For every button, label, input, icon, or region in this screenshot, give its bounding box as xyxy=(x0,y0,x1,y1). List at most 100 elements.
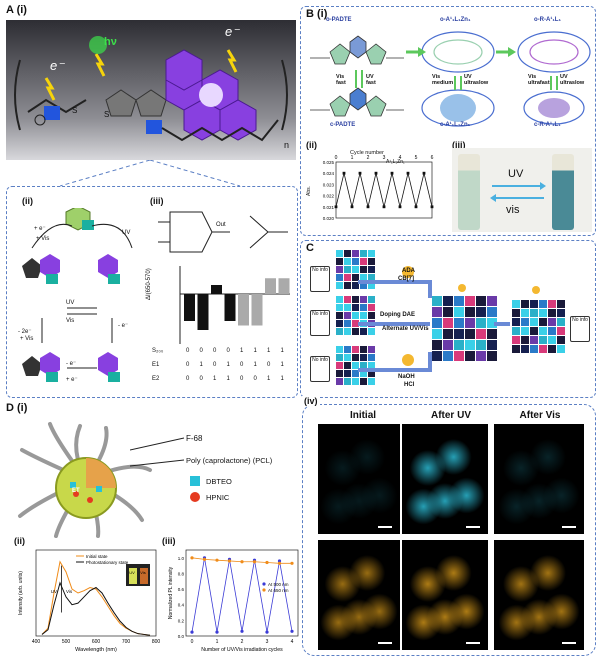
heatmap-cell xyxy=(465,329,475,339)
heatmap-cell xyxy=(476,351,486,361)
heatmap-cell xyxy=(530,300,538,308)
heatmap-cell xyxy=(336,258,343,265)
spectrum-legend-label: Photostationary state xyxy=(86,560,129,565)
heatmap-cell xyxy=(454,351,464,361)
heatmap-cell xyxy=(336,370,343,377)
heatmap-cell xyxy=(454,340,464,350)
heatmap-cell xyxy=(368,378,375,385)
heatmap-cell xyxy=(368,328,375,335)
cycle-xtick: 0 xyxy=(335,155,338,161)
heatmap-cell xyxy=(521,318,529,326)
minus-e-label-2: - e⁻ xyxy=(66,361,77,367)
panel-a-sub-ii: (ii) xyxy=(22,196,33,206)
pl-legend-swatch xyxy=(262,588,266,592)
heatmap-cell xyxy=(548,318,556,326)
cycle-point xyxy=(398,205,402,209)
heatmap-cell xyxy=(487,329,497,339)
pl-ytick: 0.4 xyxy=(178,603,185,608)
panel-a-label: A (i) xyxy=(6,4,27,16)
heatmap-cell xyxy=(539,327,547,335)
heatmap-cell xyxy=(432,351,442,361)
heatmap-cell xyxy=(512,327,520,335)
minus-2e-label: - 2e⁻ xyxy=(18,329,32,335)
heatmap-cell xyxy=(539,336,547,344)
bar-y-label: ΔI(650-570) xyxy=(146,268,152,300)
truth-cell: 1 xyxy=(267,376,271,382)
no-info-text-1: No info xyxy=(312,267,328,273)
truth-cell: 1 xyxy=(213,376,217,382)
truth-cell: 1 xyxy=(253,348,257,354)
truth-cell: 0 xyxy=(226,348,230,354)
cycle-point xyxy=(382,205,386,209)
heatmap-cell xyxy=(487,340,497,350)
scale-bar xyxy=(466,526,480,528)
pl-legend-label: At 500 nm xyxy=(268,582,289,587)
panel-b-box xyxy=(300,6,596,236)
pl-point xyxy=(252,560,257,564)
delta-i-bar-chart xyxy=(179,266,290,344)
no-info-text-3: No info xyxy=(312,357,328,363)
pl-legend-swatch xyxy=(262,582,266,586)
scale-bar xyxy=(562,642,576,644)
truth-cell: 0 xyxy=(267,362,271,368)
vials-uv-label: UV xyxy=(508,168,524,180)
panel-d-label: D (i) xyxy=(6,402,28,414)
arrow-3-left: Vis ultrafast xyxy=(528,74,550,86)
truth-cell: 1 xyxy=(280,348,284,354)
uv-vis-arrows xyxy=(490,182,546,202)
cycle-xtick: 4 xyxy=(399,155,402,161)
phone-no-info-3: No info xyxy=(310,356,330,382)
heatmap-cell xyxy=(344,328,351,335)
heatmap-cell xyxy=(465,296,475,306)
heatmap-cell xyxy=(344,258,351,265)
heatmap-cell xyxy=(443,307,453,317)
heatmap-cell xyxy=(557,309,565,317)
sulfur-label-2: S xyxy=(104,110,110,119)
label-c-r-a1l1: c-R-A¹₁L₁ xyxy=(534,122,561,128)
heatmap-cell xyxy=(344,312,351,319)
pl-point xyxy=(240,560,244,564)
microscopy-tile xyxy=(318,540,400,650)
cycle-point xyxy=(358,171,362,175)
spectrum-inset-vis: Vis xyxy=(140,570,145,575)
microscopy-tile xyxy=(402,424,488,534)
heatmap-cell xyxy=(465,307,475,317)
phone-no-info-1: No info xyxy=(310,266,330,292)
heatmap-cell xyxy=(352,258,359,265)
heatmap-cell xyxy=(432,318,442,328)
spectrum-xtick: 500 xyxy=(62,639,71,645)
pl-ytick: 0.2 xyxy=(178,618,185,623)
plus-e-label-2: + e⁻ xyxy=(66,377,78,383)
heatmap-cell xyxy=(368,250,375,257)
electron-symbol-1: e⁻ xyxy=(50,58,65,73)
microscopy-tile xyxy=(402,540,488,650)
electron-symbol-2: e⁻ xyxy=(225,24,240,39)
pl-legend-label: At 650 nm xyxy=(268,588,289,593)
pl-point xyxy=(277,561,282,565)
arrow-2-right: UV ultraslow xyxy=(464,74,489,86)
heatmap-cell xyxy=(557,345,565,353)
panel-b-sub-ii: (ii) xyxy=(306,140,317,150)
heatmap-cell xyxy=(336,274,343,281)
heatmap-cell xyxy=(352,354,359,361)
spectrum-xtick: 700 xyxy=(122,639,131,645)
heatmap-cell xyxy=(344,274,351,281)
heatmap-cell xyxy=(360,362,367,369)
pl-point xyxy=(290,561,294,565)
heatmap-cell xyxy=(368,258,375,265)
pl-xtick: 3 xyxy=(266,639,269,645)
heatmap-cell xyxy=(368,282,375,289)
pl-xtick: 0 xyxy=(191,639,194,645)
cycle-ytick: 0.022 xyxy=(323,194,335,199)
delta-i-bar xyxy=(251,294,263,326)
heatmap-cell xyxy=(368,266,375,273)
panel-b-label: B (i) xyxy=(306,8,328,20)
heatmap-cell xyxy=(557,318,565,326)
cycle-point xyxy=(342,171,346,175)
hpnic-icon xyxy=(190,492,200,502)
heatmap-cell xyxy=(557,336,565,344)
scheme-uv-label: UV xyxy=(122,230,131,236)
heatmap-cell xyxy=(512,318,520,326)
cycle-xtick: 3 xyxy=(383,155,386,161)
dbteo-icon xyxy=(190,476,200,486)
